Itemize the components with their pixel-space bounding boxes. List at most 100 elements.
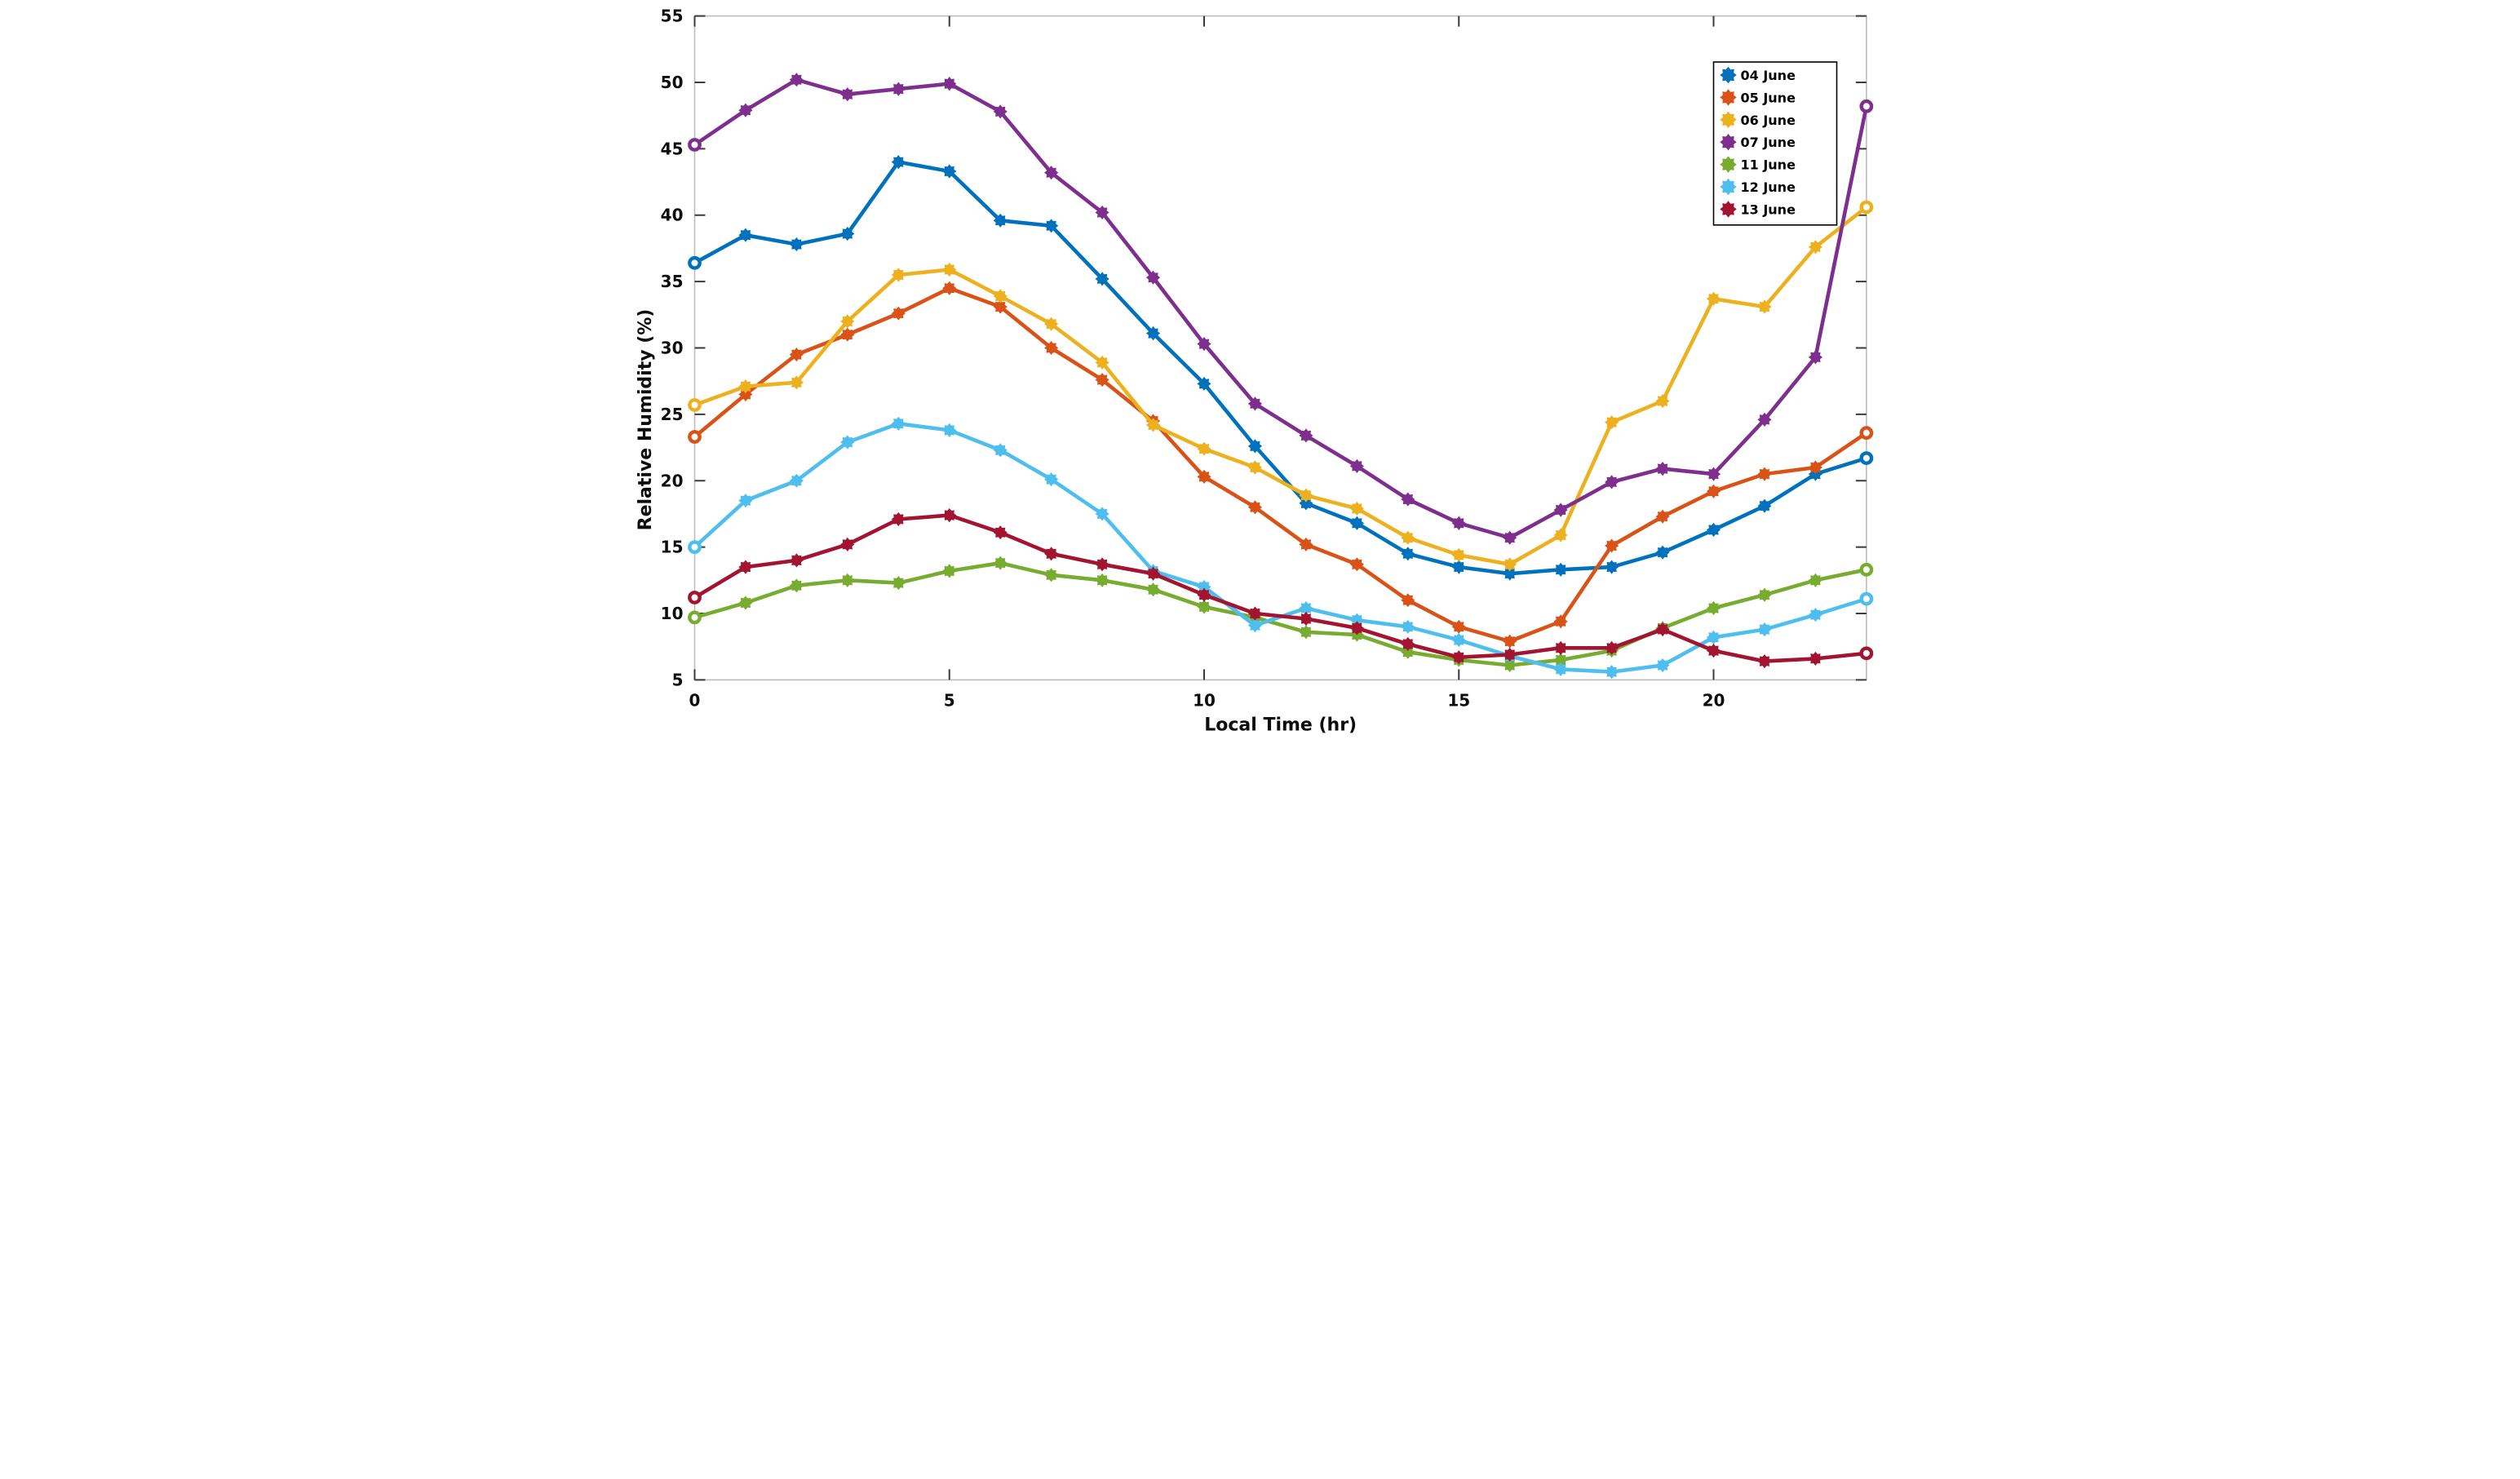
data-point-marker [1757, 412, 1772, 427]
x-tick-label: 0 [689, 690, 701, 710]
legend-marker-icon [1720, 89, 1737, 106]
data-point-marker [1197, 587, 1211, 602]
data-point-marker [1706, 484, 1721, 498]
data-point-marker [1808, 460, 1822, 475]
data-point-marker [1706, 522, 1721, 538]
data-point-marker [1299, 625, 1313, 640]
data-point-marker [1299, 428, 1313, 443]
endpoint-marker [688, 398, 702, 412]
y-tick-label: 45 [661, 139, 684, 158]
data-point-marker [1605, 640, 1619, 655]
y-tick-label: 25 [661, 405, 684, 424]
data-point-marker [1401, 593, 1415, 608]
data-point-marker [891, 511, 906, 527]
data-point-marker [1247, 500, 1262, 515]
data-point-marker [942, 262, 957, 277]
legend-item-13-june: 13 June [1720, 201, 1796, 218]
data-point-marker [942, 164, 957, 179]
data-point-marker [993, 289, 1008, 303]
legend-marker-icon [1720, 201, 1737, 218]
data-point-marker [840, 327, 855, 342]
legend-item-11-june: 11 June [1720, 156, 1796, 173]
data-point-marker [789, 375, 804, 390]
data-point-marker [1757, 587, 1772, 602]
y-tick-label: 10 [661, 604, 684, 623]
endpoint-marker [688, 591, 702, 604]
data-point-marker [993, 525, 1008, 540]
data-point-marker [1655, 622, 1670, 637]
legend-label: 04 June [1741, 68, 1796, 83]
data-point-marker [1706, 644, 1721, 658]
data-point-marker [1451, 633, 1466, 648]
data-point-marker [1757, 467, 1772, 481]
endpoint-marker [688, 138, 702, 152]
data-point-marker [1503, 530, 1517, 545]
legend-item-06-june: 06 June [1720, 111, 1796, 128]
data-point-marker [1451, 619, 1466, 634]
legend-item-05-june: 05 June [1720, 89, 1796, 106]
data-point-marker [993, 443, 1008, 458]
data-point-marker [993, 299, 1008, 314]
data-point-marker [1349, 516, 1364, 530]
legend-marker-icon [1720, 66, 1737, 84]
endpoint-marker [1859, 562, 1874, 577]
data-point-marker [1095, 373, 1109, 387]
y-tick-label: 50 [661, 73, 684, 92]
data-point-marker [1808, 350, 1822, 365]
y-axis-title: Relative Humidity (%) [636, 309, 656, 531]
series-line [693, 513, 1867, 663]
legend-label: 11 June [1741, 157, 1796, 173]
data-point-marker [891, 576, 906, 591]
data-point-marker [1349, 501, 1364, 516]
series-05-june [688, 281, 1874, 649]
data-point-marker [1553, 503, 1568, 517]
data-point-marker [1655, 545, 1670, 560]
endpoint-marker [1859, 200, 1874, 215]
data-point-marker [1553, 653, 1568, 667]
legend: 04 June 05 June 06 June 07 June 11 June 12 Ju… [1712, 61, 1838, 226]
humidity-line-chart: 5 10 15 20 25 30 35 40 45 50 55 0 5 10 15 20 Local Time … [630, 0, 1890, 740]
legend-label: 12 June [1741, 179, 1796, 195]
data-point-marker [1757, 498, 1772, 513]
y-tick-label: 35 [661, 272, 684, 291]
data-point-marker [1706, 467, 1721, 481]
x-tick-label: 5 [944, 690, 955, 710]
data-point-marker [789, 473, 804, 488]
x-tick-label: 10 [1193, 690, 1216, 710]
data-point-marker [1706, 630, 1721, 644]
data-point-marker [789, 578, 804, 593]
endpoint-marker [688, 430, 702, 444]
data-point-marker [738, 494, 753, 508]
series-13-june [688, 508, 1874, 669]
data-point-marker [1197, 600, 1211, 614]
data-point-marker [1553, 528, 1568, 542]
series-04-june [688, 155, 1874, 581]
endpoint-marker [688, 610, 702, 625]
data-point-marker [1655, 394, 1670, 409]
data-point-marker [1349, 621, 1364, 635]
data-point-marker [840, 573, 855, 587]
series-line [693, 560, 1867, 667]
data-point-marker [1197, 376, 1211, 391]
legend-label: 06 June [1741, 113, 1796, 128]
x-tick-label: 20 [1703, 690, 1725, 710]
data-point-marker [1451, 547, 1466, 562]
data-point-marker [1095, 573, 1109, 587]
data-point-marker [1044, 219, 1059, 233]
data-point-marker [1503, 647, 1517, 662]
data-point-marker [1605, 665, 1619, 680]
data-point-marker [1095, 272, 1109, 286]
data-point-marker [840, 537, 855, 551]
data-point-marker [738, 596, 753, 610]
data-point-marker [789, 553, 804, 568]
series-06-june [688, 200, 1874, 572]
data-point-marker [1655, 462, 1670, 476]
data-point-marker [1401, 530, 1415, 545]
data-point-marker [840, 87, 855, 102]
data-point-marker [1503, 634, 1517, 649]
y-tick-label: 55 [661, 7, 684, 26]
data-point-marker [1553, 614, 1568, 629]
data-point-marker [1757, 622, 1772, 637]
series-line [693, 286, 1868, 644]
